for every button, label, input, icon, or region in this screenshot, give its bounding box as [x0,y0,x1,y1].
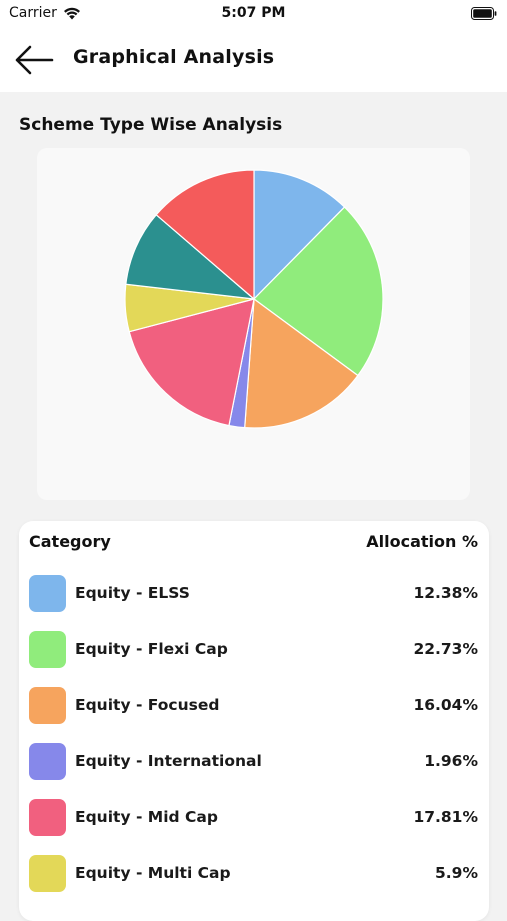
page-title: Graphical Analysis [73,46,275,68]
table-header: Category Allocation % [29,532,478,554]
status-bar: Carrier 5:07 PM [0,0,507,28]
battery-icon [471,7,497,20]
carrier-label: Carrier [9,5,57,21]
allocation-value: 22.73% [413,640,478,658]
pie-slice[interactable] [253,169,346,300]
category-label: Equity - ELSS [75,584,190,602]
allocation-value: 17.81% [413,808,478,826]
category-label: Equity - International [75,752,262,770]
pie-chart-card [37,148,470,500]
app-header: Graphical Analysis [0,28,507,92]
color-swatch [29,742,66,780]
allocation-value: 5.9% [435,864,478,882]
color-swatch [29,798,66,836]
category-label: Equity - Multi Cap [75,864,231,882]
pie-slice[interactable] [125,214,255,300]
table-row: Equity - ELSS 12.38% [29,574,478,612]
allocation-table: Category Allocation % Equity - ELSS 12.3… [19,521,489,921]
wifi-icon [63,7,80,20]
table-row: Equity - Focused 16.04% [29,686,478,724]
column-header-allocation: Allocation % [366,532,478,551]
color-swatch [29,686,66,724]
allocation-value: 16.04% [413,696,478,714]
pie-slice[interactable] [253,206,384,377]
table-row: Equity - Mid Cap 17.81% [29,798,478,836]
color-swatch [29,574,66,612]
pie-slice[interactable] [128,298,255,427]
column-header-category: Category [29,532,111,551]
allocation-value: 12.38% [413,584,478,602]
color-swatch [29,630,66,668]
status-time: 5:07 PM [221,5,286,21]
table-row: Equity - Flexi Cap 22.73% [29,630,478,668]
table-row: Equity - Multi Cap 5.9% [29,854,478,892]
section-title: Scheme Type Wise Analysis [19,115,283,135]
category-label: Equity - Focused [75,696,220,714]
table-row: Equity - International 1.96% [29,742,478,780]
pie-slice[interactable] [244,298,359,429]
arrow-left-icon [15,45,54,75]
pie-slice[interactable] [155,169,255,300]
category-label: Equity - Mid Cap [75,808,218,826]
allocation-value: 1.96% [424,752,478,770]
pie-chart [124,169,384,429]
category-label: Equity - Flexi Cap [75,640,228,658]
back-button[interactable] [10,40,58,80]
color-swatch [29,854,66,892]
status-carrier: Carrier [9,5,81,21]
